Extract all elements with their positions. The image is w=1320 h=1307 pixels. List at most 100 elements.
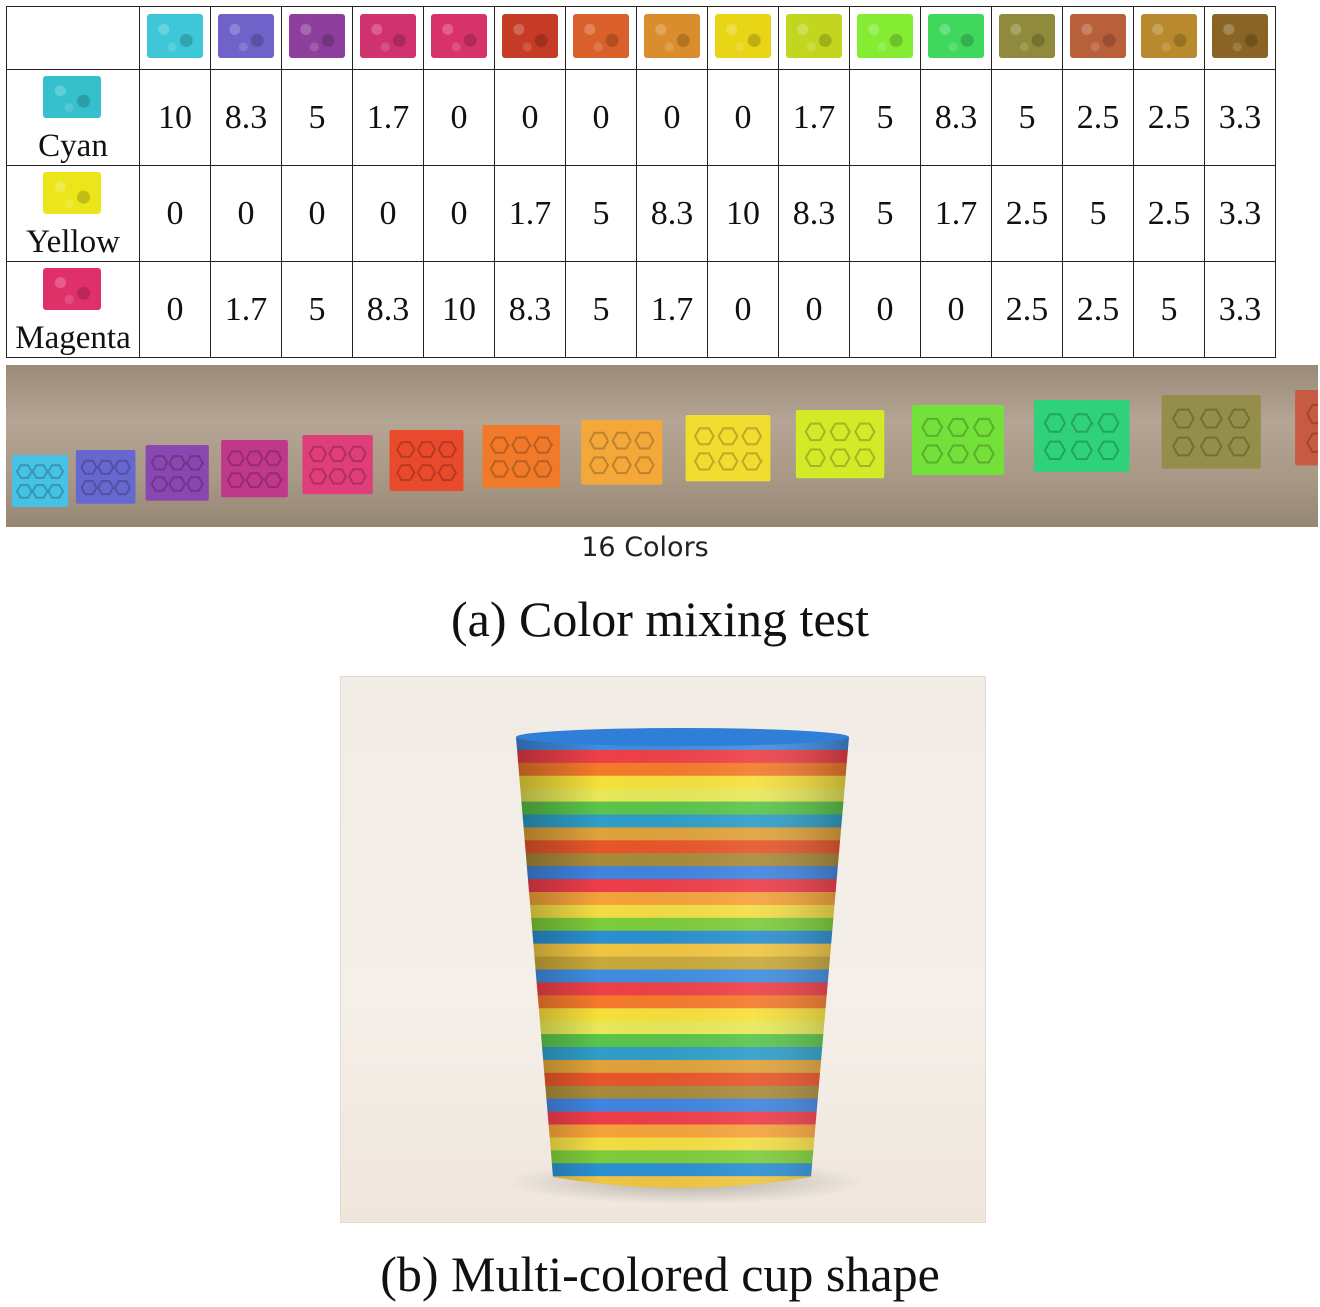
mix-swatch-cell bbox=[210, 6, 282, 70]
ratio-cell: 5 bbox=[281, 69, 353, 166]
ratio-cell: 0 bbox=[423, 69, 495, 166]
ratio-cell: 10 bbox=[423, 261, 495, 358]
strip-caption: 16 Colors bbox=[581, 532, 709, 563]
printed-tile bbox=[221, 440, 288, 498]
mix-swatch-cell bbox=[423, 6, 495, 70]
base-color-swatch bbox=[43, 268, 101, 310]
ratio-cell: 5 bbox=[1062, 165, 1134, 262]
base-color-swatch bbox=[43, 172, 101, 214]
printed-tile bbox=[1161, 395, 1261, 469]
ratio-cell: 1.7 bbox=[352, 69, 424, 166]
ratio-cell: 0 bbox=[139, 261, 211, 358]
printed-tile bbox=[685, 415, 771, 482]
row-label: Magenta bbox=[15, 320, 131, 356]
row-header-cell: Cyan bbox=[6, 69, 140, 166]
mix-color-swatch bbox=[715, 13, 771, 58]
cup-drawing bbox=[506, 728, 866, 1204]
ratio-cell: 2.5 bbox=[991, 165, 1063, 262]
ratio-cell: 8.3 bbox=[920, 69, 992, 166]
ratio-cell: 3.3 bbox=[1204, 165, 1276, 262]
ratio-cell: 0 bbox=[352, 165, 424, 262]
mix-swatch-cell bbox=[707, 6, 779, 70]
mix-swatch-cell bbox=[1133, 6, 1205, 70]
mix-color-swatch bbox=[999, 13, 1055, 58]
printed-tile bbox=[482, 425, 560, 488]
ratio-cell: 0 bbox=[920, 261, 992, 358]
row-label: Yellow bbox=[26, 224, 120, 260]
ratio-cell: 8.3 bbox=[494, 261, 566, 358]
ratio-cell: 0 bbox=[636, 69, 708, 166]
ratio-cell: 8.3 bbox=[636, 165, 708, 262]
mix-color-swatch bbox=[431, 13, 487, 58]
ratio-cell: 10 bbox=[139, 69, 211, 166]
mix-color-swatch bbox=[1212, 13, 1268, 58]
ratio-cell: 1.7 bbox=[920, 165, 992, 262]
ratio-cell: 0 bbox=[565, 69, 637, 166]
caption-multicolored-cup: (b) Multi-colored cup shape bbox=[380, 1246, 940, 1302]
base-color-swatch bbox=[43, 76, 101, 118]
printed-tile bbox=[912, 405, 1004, 475]
ratio-row-cyan: Cyan 10 8.3 5 1.7 0 0 0 0 0 1.7 5 8.3 5 2.5 2.5 3.3 bbox=[6, 69, 1276, 166]
ratio-cell: 3.3 bbox=[1204, 69, 1276, 166]
mix-color-swatch bbox=[218, 13, 274, 58]
mix-color-swatch bbox=[644, 13, 700, 58]
printed-tile bbox=[1033, 400, 1130, 472]
ratio-cell: 10 bbox=[707, 165, 779, 262]
printed-tile bbox=[12, 455, 68, 507]
mix-color-swatch bbox=[360, 13, 416, 58]
caption-color-mixing-test: (a) Color mixing test bbox=[451, 591, 869, 647]
mix-swatch-cell bbox=[281, 6, 353, 70]
ratio-cell: 5 bbox=[565, 165, 637, 262]
ratio-cell: 5 bbox=[1133, 261, 1205, 358]
mix-swatch-cell bbox=[991, 6, 1063, 70]
ratio-cell: 2.5 bbox=[1133, 69, 1205, 166]
ratio-cell: 0 bbox=[210, 165, 282, 262]
ratio-cell: 5 bbox=[849, 69, 921, 166]
mix-swatch-cell bbox=[778, 6, 850, 70]
printed-tile bbox=[581, 420, 663, 485]
swatch-header-row bbox=[6, 6, 1276, 70]
ratio-cell: 0 bbox=[778, 261, 850, 358]
mix-swatch-cell bbox=[494, 6, 566, 70]
ratio-cell: 3.3 bbox=[1204, 261, 1276, 358]
mix-swatch-cell bbox=[849, 6, 921, 70]
mix-swatch-cell bbox=[920, 6, 992, 70]
ratio-cell: 0 bbox=[281, 165, 353, 262]
mix-color-swatch bbox=[573, 13, 629, 58]
ratio-cell: 1.7 bbox=[636, 261, 708, 358]
ratio-cell: 5 bbox=[849, 165, 921, 262]
ratio-cell: 0 bbox=[139, 165, 211, 262]
ratio-cell: 0 bbox=[423, 165, 495, 262]
row-label: Cyan bbox=[38, 128, 108, 164]
printed-tile bbox=[145, 445, 209, 501]
cup-body bbox=[516, 737, 849, 1188]
mix-color-swatch bbox=[786, 13, 842, 58]
color-mixing-table: Cyan 10 8.3 5 1.7 0 0 0 0 0 1.7 5 8.3 5 2.5 2.5 3.3 Yello… bbox=[6, 6, 1276, 358]
ratio-cell: 5 bbox=[991, 69, 1063, 166]
mix-color-swatch bbox=[502, 13, 558, 58]
ratio-cell: 0 bbox=[849, 261, 921, 358]
mix-color-swatch bbox=[289, 13, 345, 58]
ratio-cell: 0 bbox=[494, 69, 566, 166]
row-header-cell: Magenta bbox=[6, 261, 140, 358]
cup-rim bbox=[516, 728, 849, 746]
ratio-cell: 8.3 bbox=[778, 165, 850, 262]
ratio-row-magenta: Magenta 0 1.7 5 8.3 10 8.3 5 1.7 0 0 0 0 2.5 2.5 5 3.3 bbox=[6, 261, 1276, 358]
printed-tile bbox=[1295, 390, 1318, 466]
printed-tile bbox=[795, 410, 885, 479]
ratio-cell: 1.7 bbox=[494, 165, 566, 262]
ratio-cell: 5 bbox=[565, 261, 637, 358]
ratio-cell: 1.7 bbox=[778, 69, 850, 166]
ratio-cell: 5 bbox=[281, 261, 353, 358]
row-header-cell: Yellow bbox=[6, 165, 140, 262]
printed-tile bbox=[75, 450, 136, 504]
ratio-cell: 1.7 bbox=[210, 261, 282, 358]
ratio-cell: 0 bbox=[707, 261, 779, 358]
printed-tiles-photo bbox=[6, 365, 1318, 527]
printed-tile bbox=[389, 430, 464, 491]
mix-color-swatch bbox=[928, 13, 984, 58]
mix-swatch-cell bbox=[565, 6, 637, 70]
mix-swatch-cell bbox=[139, 6, 211, 70]
ratio-cell: 0 bbox=[707, 69, 779, 166]
mix-swatch-cell bbox=[1062, 6, 1134, 70]
